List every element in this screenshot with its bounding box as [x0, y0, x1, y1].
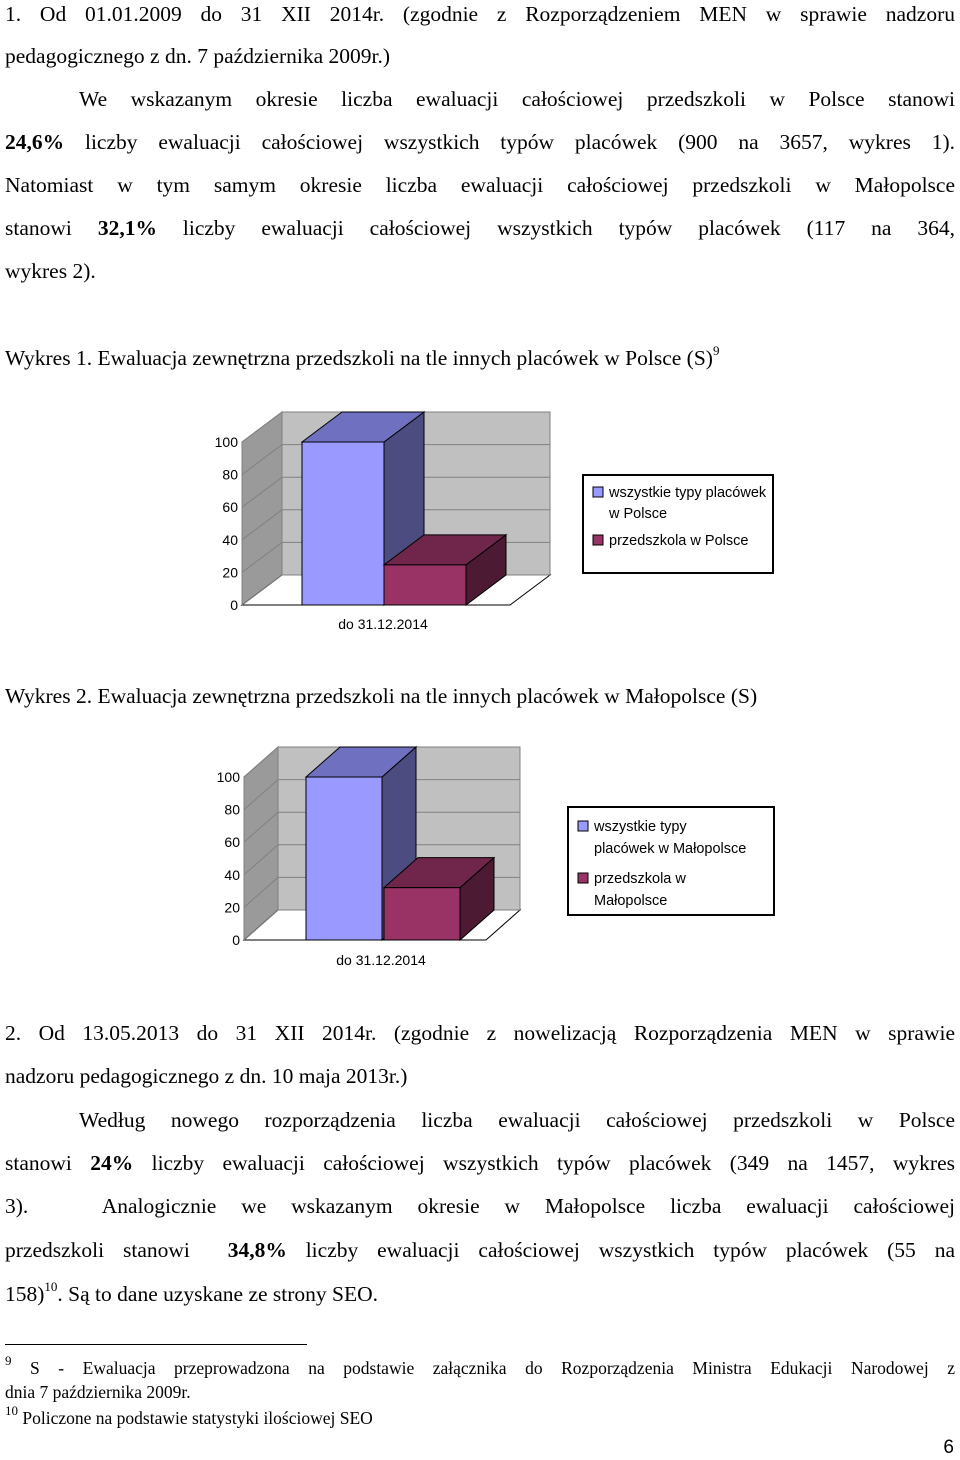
gridline: [243, 811, 520, 843]
chart-side-wall: [241, 411, 283, 606]
y-tick-label: 0: [230, 597, 238, 613]
section1-paragraph-line5: wykres 2).: [5, 259, 96, 283]
chart2: 0 20 40 60 80 100 do 31.12.2014 wszystkie typy p…: [217, 745, 775, 968]
y-tick-label: 80: [222, 467, 238, 483]
chart2-caption: Wykres 2. Ewaluacja zewnętrzna przedszko…: [5, 684, 758, 708]
paragraph-text: 158): [5, 1282, 45, 1306]
paragraph-text: liczby ewaluacji całościowej wszystkich …: [64, 130, 955, 154]
section2-paragraph-line5: 158)10. Są to dane uzyskane ze strony SE…: [5, 1280, 955, 1308]
footnote-ref-9: 9: [712, 342, 720, 358]
section1-paragraph-line4: stanowi 32,1% liczby ewaluacji całościow…: [5, 214, 955, 242]
bar: [383, 887, 461, 941]
y-tick-label: 60: [224, 834, 240, 850]
legend-swatch: [592, 486, 604, 498]
y-tick-label: 100: [215, 434, 239, 450]
section2-paragraph-line2: stanowi 24% liczby ewaluacji całościowej…: [5, 1149, 955, 1177]
footnote-9-number: 9: [5, 1353, 12, 1369]
legend-label: Małopolsce: [594, 893, 667, 909]
legend-swatch: [592, 534, 604, 546]
section1-heading-line1: 1. Od 01.01.2009 do 31 XII 2014r. (zgodn…: [5, 2, 955, 26]
footnote-ref-10: 10: [44, 1278, 58, 1294]
bar: [383, 564, 467, 606]
bar: [305, 776, 383, 941]
percent-poland: 24,6%: [5, 130, 65, 154]
paragraph-text: liczby ewaluacji całościowej wszystkich …: [156, 216, 955, 240]
percent-poland-2013: 24%: [90, 1151, 134, 1175]
paragraph-text: liczby ewaluacji całościowej wszystkich …: [286, 1238, 955, 1262]
x-category-label: do 31.12.2014: [336, 952, 426, 968]
footnote-10: 10 Policzone na podstawie statystyki ilo…: [5, 1404, 955, 1429]
gridline: [243, 746, 520, 778]
page-number: 6: [943, 1437, 954, 1458]
footnote-9-text: S - Ewaluacja przeprowadzona na podstawi…: [11, 1358, 955, 1378]
paragraph-text: liczby ewaluacji całościowej wszystkich …: [133, 1151, 956, 1175]
section2-heading-line1: 2. Od 13.05.2013 do 31 XII 2014r. (zgodn…: [5, 1021, 955, 1045]
gridline: [243, 844, 520, 876]
legend-swatch: [577, 872, 589, 884]
legend-label: wszystkie typy: [593, 819, 687, 835]
y-tick-label: 20: [224, 899, 240, 915]
gridline: [241, 509, 550, 541]
section2-heading-line2: nadzoru pedagogicznego z dn. 10 maja 201…: [5, 1064, 408, 1088]
y-tick-label: 0: [232, 932, 240, 948]
gridline: [241, 444, 550, 475]
chart1-caption-text: Wykres 1. Ewaluacja zewnętrzna przedszko…: [5, 346, 713, 370]
legend-label: przedszkola w Polsce: [609, 533, 748, 549]
y-tick-label: 60: [222, 499, 238, 515]
section2-paragraph-line4: przedszkoli stanowi 34,8% liczby ewaluac…: [5, 1236, 955, 1264]
y-tick-label: 20: [222, 564, 238, 580]
gridline: [241, 476, 550, 508]
y-tick-label: 40: [222, 532, 238, 548]
gridline: [241, 411, 550, 443]
y-tick-label: 80: [224, 802, 240, 818]
paragraph-text: . Są to dane uzyskane ze strony SEO.: [57, 1282, 379, 1306]
bar: [301, 441, 385, 606]
chart1-caption: Wykres 1. Ewaluacja zewnętrzna przedszko…: [5, 344, 955, 372]
footnote-divider: [5, 1344, 307, 1345]
legend-label: placówek w Małopolsce: [594, 841, 746, 857]
chart-side-wall: [243, 745, 279, 942]
footnote-10-text: Policzone na podstawie statystyki ilości…: [18, 1408, 373, 1428]
paragraph-text: stanowi: [5, 216, 98, 240]
paragraph-text: przedszkoli stanowi: [5, 1238, 228, 1262]
chart1: 0 20 40 60 80 100 do 31.12.2014 wszystkie typy …: [215, 411, 774, 632]
percent-malopolska: 32,1%: [97, 216, 157, 240]
footnote-9-line2: dnia 7 października 2009r.: [5, 1382, 191, 1402]
section1-heading-line2: pedagogicznego z dn. 7 października 2009…: [5, 44, 391, 68]
legend-label: wszystkie typy placówek: [608, 485, 767, 501]
section1-paragraph-line1: We wskazanym okresie liczba ewaluacji ca…: [79, 87, 955, 111]
section2-paragraph-line3: 3). Analogicznie we wskazanym okresie w …: [5, 1194, 955, 1218]
section2-paragraph-line1: Według nowego rozporządzenia liczba ewal…: [79, 1108, 955, 1132]
legend-label: w Polsce: [608, 506, 667, 522]
legend-swatch: [577, 820, 589, 832]
gridline: [243, 779, 520, 810]
legend-box: [567, 806, 775, 916]
y-tick-label: 100: [217, 769, 241, 785]
footnote-9-line1: 9 S - Ewaluacja przeprowadzona na podsta…: [5, 1354, 955, 1379]
legend-box: [582, 474, 774, 574]
y-tick-label: 40: [224, 867, 240, 883]
paragraph-text: stanowi: [5, 1151, 91, 1175]
legend-label: przedszkola w: [594, 871, 686, 887]
section1-paragraph-line2: 24,6% liczby ewaluacji całościowej wszys…: [5, 128, 955, 156]
percent-malopolska-2013: 34,8%: [227, 1238, 287, 1262]
x-category-label: do 31.12.2014: [338, 616, 428, 632]
section1-paragraph-line3: Natomiast w tym samym okresie liczba ewa…: [5, 173, 955, 197]
footnote-10-number: 10: [5, 1403, 18, 1419]
